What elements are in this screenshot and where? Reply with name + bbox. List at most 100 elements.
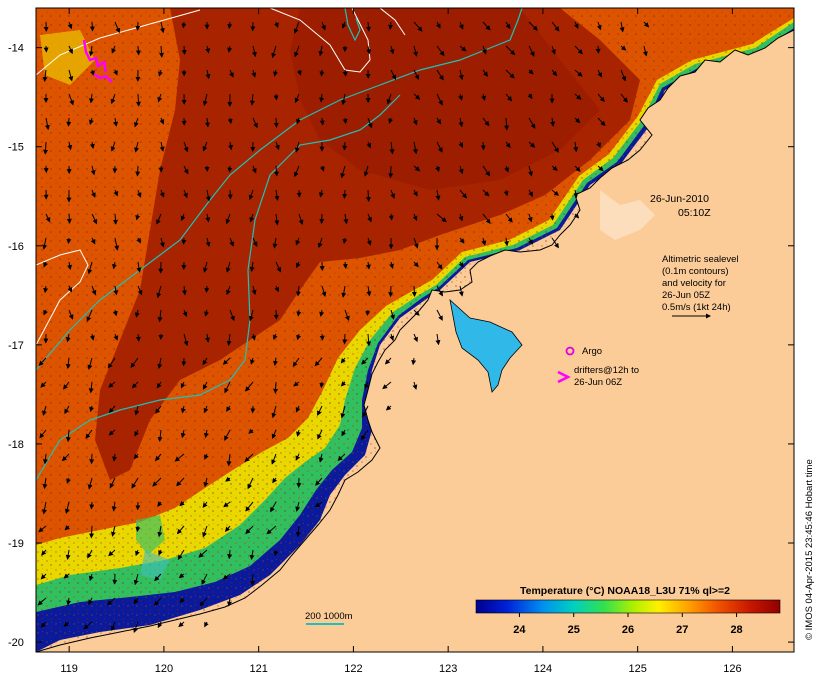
velocity-arrow xyxy=(89,333,95,341)
velocity-arrow xyxy=(202,261,208,273)
velocity-arrow xyxy=(482,21,491,31)
velocity-arrow xyxy=(43,309,48,316)
velocity-arrow xyxy=(505,21,511,30)
velocity-arrow xyxy=(159,45,165,58)
velocity-arrow xyxy=(388,213,394,221)
velocity-arrow xyxy=(574,165,581,172)
velocity-arrow xyxy=(319,69,325,77)
velocity-arrow xyxy=(366,285,372,297)
velocity-arrow xyxy=(157,93,163,103)
velocity-arrow xyxy=(157,309,163,323)
colorbar-tick-label: 27 xyxy=(676,624,688,636)
velocity-arrow xyxy=(225,213,231,225)
velocity-arrow xyxy=(110,141,116,152)
velocity-arrow xyxy=(436,45,445,57)
velocity-arrow xyxy=(107,357,116,369)
velocity-arrow xyxy=(131,477,139,489)
velocity-arrow xyxy=(179,597,185,604)
velocity-arrow xyxy=(435,21,441,29)
velocity-arrow xyxy=(202,381,208,390)
x-tick-label: 122 xyxy=(344,663,362,675)
velocity-arrow xyxy=(293,165,300,178)
velocity-arrow xyxy=(205,213,211,223)
velocity-arrow xyxy=(271,45,277,59)
velocity-arrow xyxy=(574,45,583,55)
velocity-arrow xyxy=(67,261,73,271)
velocity-arrow xyxy=(248,189,254,201)
velocity-arrow xyxy=(222,573,231,580)
velocity-arrow xyxy=(482,69,489,77)
velocity-arrow xyxy=(158,549,163,556)
velocity-arrow xyxy=(134,405,140,416)
velocity-arrow xyxy=(528,21,538,31)
velocity-arrow xyxy=(66,597,72,606)
velocity-arrow xyxy=(411,357,417,366)
velocity-arrow xyxy=(528,189,533,197)
velocity-arrow xyxy=(362,405,369,418)
x-tick-label: 125 xyxy=(628,663,646,675)
velocity-arrow xyxy=(179,501,185,507)
velocity-arrow xyxy=(113,117,119,127)
velocity-arrow xyxy=(159,141,165,152)
velocity-arrow xyxy=(273,357,278,366)
velocity-arrow xyxy=(298,213,304,225)
velocity-arrow xyxy=(63,621,70,627)
colorbar-tick-label: 26 xyxy=(622,624,634,636)
time-label: 05:10Z xyxy=(678,207,711,219)
y-tick-label: -17 xyxy=(8,340,24,352)
velocity-arrow xyxy=(112,309,118,317)
velocity-arrow xyxy=(159,117,165,125)
velocity-arrow xyxy=(86,309,93,322)
velocity-arrow xyxy=(296,429,301,437)
velocity-arrow xyxy=(42,477,48,490)
velocity-arrow xyxy=(89,525,95,539)
velocity-arrow xyxy=(574,69,583,77)
velocity-arrow xyxy=(176,477,185,487)
velocity-arrow xyxy=(158,69,163,77)
velocity-arrow xyxy=(596,141,601,148)
velocity-arrow xyxy=(38,357,47,366)
velocity-arrow xyxy=(342,117,348,125)
velocity-arrow xyxy=(597,117,606,127)
velocity-arrow xyxy=(528,237,533,245)
velocity-arrow xyxy=(155,405,162,414)
velocity-arrow xyxy=(90,165,96,176)
velocity-arrow xyxy=(66,237,72,245)
velocity-arrow xyxy=(227,117,233,125)
velocity-arrow xyxy=(153,597,162,606)
x-axis: 119 120 121 122 123 124 125 126 xyxy=(60,8,742,675)
velocity-arrow xyxy=(295,453,301,461)
velocity-arrow xyxy=(459,189,468,199)
velocity-arrow xyxy=(224,381,231,394)
velocity-arrow xyxy=(130,357,139,369)
velocity-arrow xyxy=(342,261,348,269)
velocity-arrow xyxy=(109,477,116,489)
velocity-arrow xyxy=(482,117,490,127)
velocity-arrow xyxy=(183,189,188,199)
velocity-arrow xyxy=(205,45,211,54)
velocity-arrow xyxy=(319,165,325,172)
velocity-arrow xyxy=(389,141,395,155)
velocity-arrow xyxy=(528,69,534,75)
velocity-arrow xyxy=(271,429,277,440)
velocity-arrow xyxy=(295,525,301,538)
velocity-arrow xyxy=(342,141,348,151)
velocity-arrow xyxy=(90,69,95,76)
velocity-arrow xyxy=(360,429,369,441)
velocity-arrow xyxy=(435,189,441,201)
velocity-arrow xyxy=(114,21,121,34)
velocity-arrow xyxy=(134,117,139,128)
map-frame xyxy=(35,7,795,653)
velocity-arrow xyxy=(458,93,463,101)
velocity-arrow xyxy=(528,165,533,177)
velocity-arrow xyxy=(131,381,139,389)
y-tick-label: -20 xyxy=(8,637,24,649)
velocity-arrow xyxy=(273,117,279,128)
velocity-arrow xyxy=(481,237,487,246)
y-tick-label: -15 xyxy=(8,142,24,154)
velocity-arrow xyxy=(42,501,47,515)
velocity-arrow xyxy=(245,501,254,512)
velocity-arrow xyxy=(135,525,141,533)
velocity-arrow xyxy=(174,453,185,462)
velocity-arrow xyxy=(226,597,232,607)
